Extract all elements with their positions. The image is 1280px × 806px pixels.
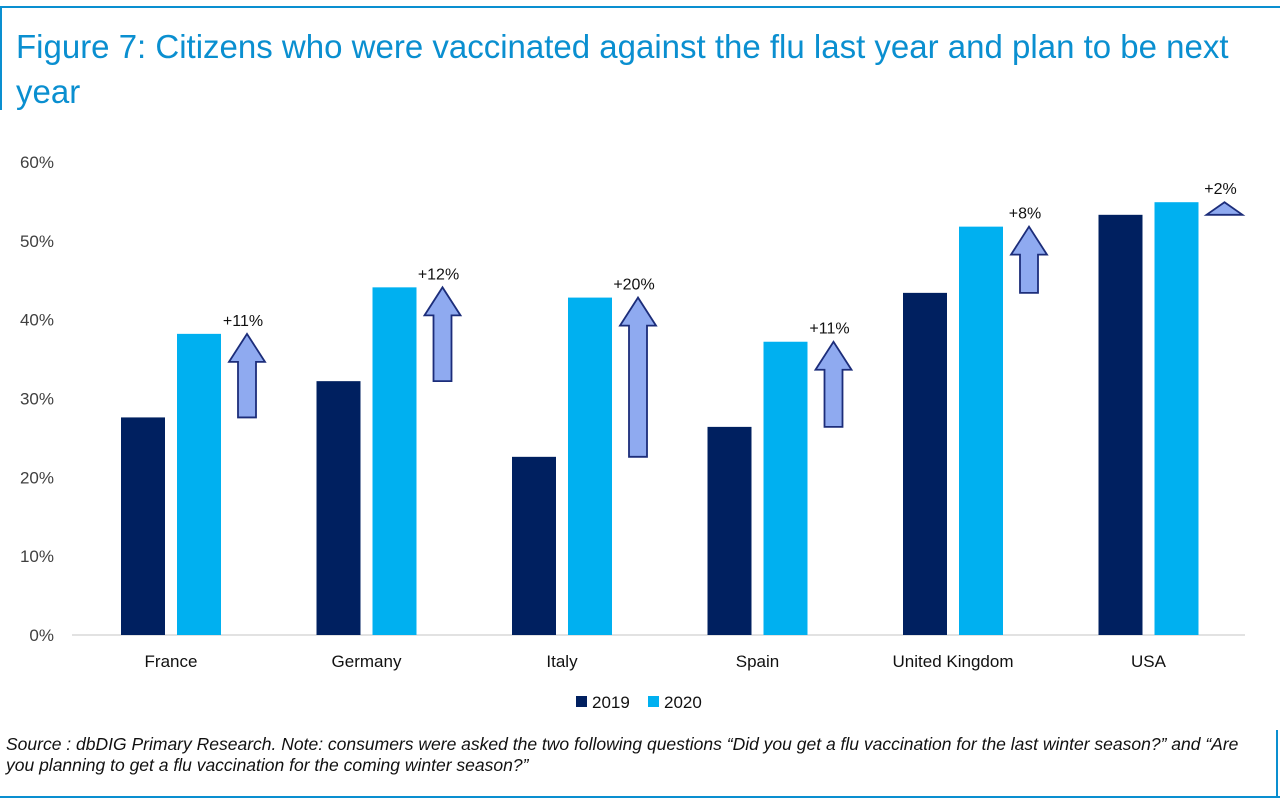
- x-tick-label: United Kingdom: [893, 652, 1014, 671]
- bars: [121, 202, 1199, 636]
- legend-swatch: [648, 696, 659, 707]
- change-label: +8%: [1009, 206, 1041, 223]
- top-rule: [0, 6, 1280, 8]
- change-label: +12%: [418, 266, 459, 283]
- bar-2020-france: [177, 333, 221, 635]
- x-tick-label: Italy: [546, 652, 578, 671]
- y-tick-label: 50%: [20, 232, 54, 251]
- change-label: +11%: [809, 321, 849, 338]
- y-tick-label: 40%: [20, 311, 54, 330]
- y-tick-label: 60%: [20, 153, 54, 172]
- y-tick-label: 20%: [20, 468, 54, 487]
- bar-chart: 0% 10% 20% 30% 40% 50% 60% +11% +12% +20% +11% +8%…: [20, 153, 1246, 712]
- bar-2019-france: [121, 417, 165, 635]
- bar-2019-spain: [707, 426, 752, 635]
- y-axis: 0% 10% 20% 30% 40% 50% 60%: [20, 153, 54, 645]
- change-label: +2%: [1204, 181, 1236, 198]
- bar-2020-usa: [1154, 202, 1199, 635]
- y-tick-label: 10%: [20, 547, 54, 566]
- legend-label: 2019: [592, 693, 630, 712]
- x-tick-label: France: [145, 652, 198, 671]
- bar-2020-italy: [568, 297, 612, 635]
- change-arrows: +11% +12% +20% +11% +8% +2%: [223, 181, 1246, 458]
- bar-2020-spain: [763, 341, 808, 635]
- change-arrow-icon: [1203, 201, 1246, 216]
- x-tick-label: Spain: [736, 652, 779, 671]
- y-tick-label: 0%: [29, 626, 54, 645]
- x-axis: France Germany Italy Spain United Kingdom USA: [145, 652, 1167, 671]
- bottom-rule: [0, 796, 1280, 798]
- bar-2020-united-kingdom: [959, 226, 1003, 636]
- bar-2019-united-kingdom: [903, 292, 947, 635]
- bar-2019-italy: [512, 456, 556, 635]
- change-arrow-icon: [1009, 224, 1049, 294]
- change-label: +11%: [223, 313, 263, 330]
- source-note: Source : dbDIG Primary Research. Note: c…: [6, 734, 1239, 775]
- figure-title: Figure 7: Citizens who were vaccinated a…: [16, 28, 1229, 110]
- change-arrow-icon: [618, 295, 658, 458]
- change-label: +20%: [613, 277, 654, 294]
- y-tick-label: 30%: [20, 390, 54, 409]
- change-arrow-icon: [813, 340, 854, 428]
- change-arrow-icon: [422, 285, 463, 383]
- bar-2020-germany: [372, 287, 417, 635]
- legend: 2019 2020: [576, 693, 702, 712]
- x-tick-label: USA: [1131, 652, 1167, 671]
- legend-label: 2020: [664, 693, 702, 712]
- bar-2019-germany: [316, 381, 361, 635]
- change-arrow-icon: [227, 332, 267, 419]
- legend-swatch: [576, 696, 587, 707]
- bar-2019-usa: [1098, 214, 1143, 635]
- x-tick-label: Germany: [332, 652, 402, 671]
- left-rule: [0, 6, 2, 110]
- right-rule: [1276, 730, 1278, 796]
